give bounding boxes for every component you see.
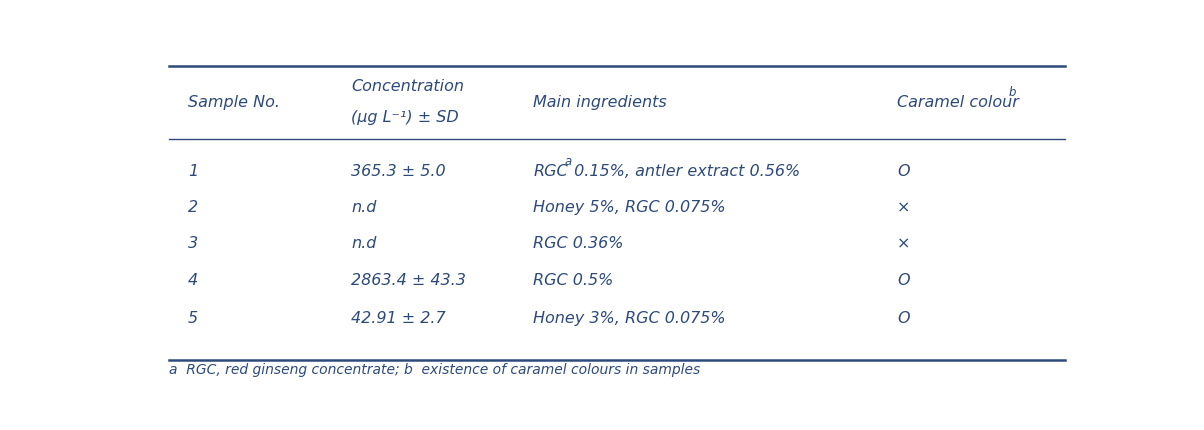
Text: Sample No.: Sample No. (188, 95, 279, 111)
Text: a  RGC, red ginseng concentrate; b  existence of caramel colours in samples: a RGC, red ginseng concentrate; b existe… (169, 363, 701, 377)
Text: 1: 1 (188, 164, 197, 179)
Text: Concentration: Concentration (352, 79, 464, 94)
Text: a: a (565, 155, 572, 168)
Text: RGC 0.36%: RGC 0.36% (533, 236, 624, 251)
Text: Main ingredients: Main ingredients (533, 95, 667, 111)
Text: 2863.4 ± 43.3: 2863.4 ± 43.3 (352, 273, 466, 288)
Text: 365.3 ± 5.0: 365.3 ± 5.0 (352, 164, 445, 179)
Text: O: O (897, 310, 909, 326)
Text: (μg L⁻¹) ± SD: (μg L⁻¹) ± SD (352, 111, 459, 125)
Text: 2: 2 (188, 200, 197, 215)
Text: 3: 3 (188, 236, 197, 251)
Text: ×: × (897, 200, 910, 215)
Text: 4: 4 (188, 273, 197, 288)
Text: b: b (1009, 86, 1016, 99)
Text: Caramel colour: Caramel colour (897, 95, 1019, 111)
Text: n.d: n.d (352, 236, 377, 251)
Text: ×: × (897, 236, 910, 251)
Text: RGC 0.5%: RGC 0.5% (533, 273, 614, 288)
Text: O: O (897, 164, 909, 179)
Text: Honey 3%, RGC 0.075%: Honey 3%, RGC 0.075% (533, 310, 726, 326)
Text: 0.15%, antler extract 0.56%: 0.15%, antler extract 0.56% (568, 164, 799, 179)
Text: 5: 5 (188, 310, 197, 326)
Text: O: O (897, 273, 909, 288)
Text: 42.91 ± 2.7: 42.91 ± 2.7 (352, 310, 445, 326)
Text: RGC: RGC (533, 164, 568, 179)
Text: Honey 5%, RGC 0.075%: Honey 5%, RGC 0.075% (533, 200, 726, 215)
Text: n.d: n.d (352, 200, 377, 215)
